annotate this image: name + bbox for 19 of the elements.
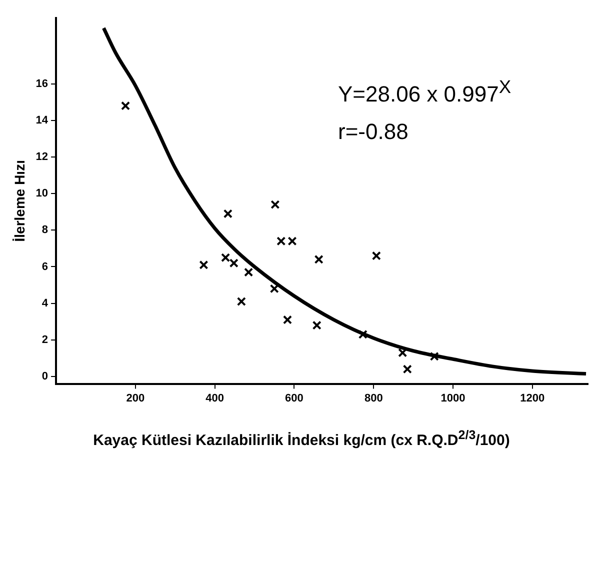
- x-tick-label: 200: [126, 392, 145, 404]
- annotation: r=-0.88: [338, 118, 410, 146]
- x-tick-label: 1000: [440, 392, 466, 404]
- y-tick-label: 0: [42, 370, 48, 383]
- y-tick-label: 2: [42, 334, 48, 346]
- x-tick-label: 600: [285, 392, 304, 404]
- y-tick-label: 10: [36, 188, 48, 200]
- annotation: Y=28.06 x 0.997$^{X}$: [338, 75, 512, 108]
- y-tick-label: 8: [42, 224, 48, 236]
- y-tick-label: 14: [36, 114, 49, 126]
- y-axis-title: İlerleme Hızı: [11, 160, 28, 242]
- y-tick-label: 6: [42, 260, 48, 273]
- x-tick-label: 400: [206, 392, 224, 404]
- x-axis-title: Kayaç Kütlesi Kazılabilirlik İndeksi kg/cm (cx R.Q.D$^{2/3}$/100): [92, 428, 511, 449]
- x-tick-label: 1200: [520, 392, 545, 404]
- y-tick-label: 16: [36, 78, 48, 90]
- y-tick-label: 4: [42, 297, 49, 310]
- y-tick-label: 12: [36, 151, 48, 164]
- x-tick-label: 800: [364, 392, 383, 404]
